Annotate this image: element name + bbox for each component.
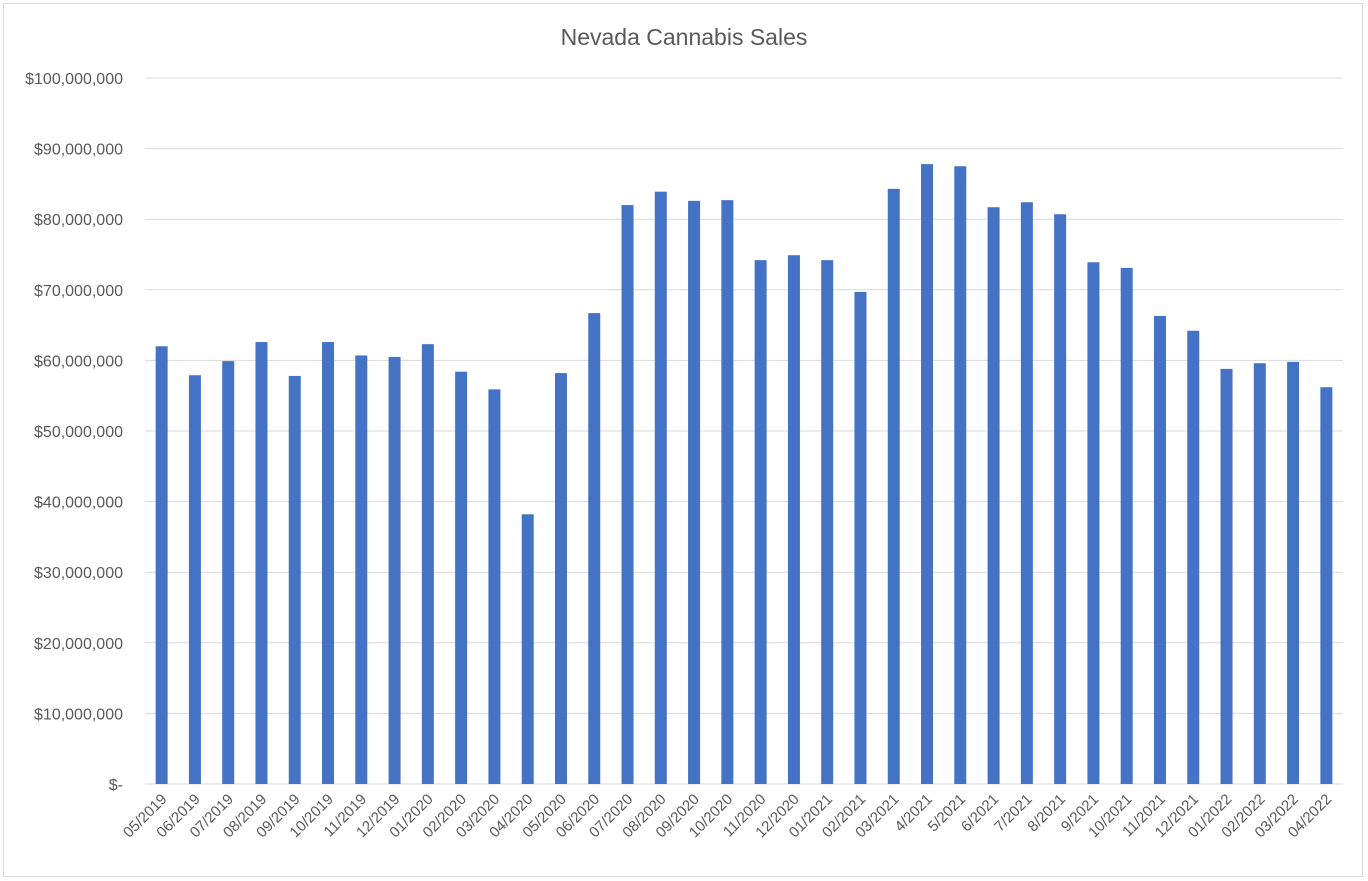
chart-frame xyxy=(3,3,1363,877)
bar xyxy=(455,371,468,784)
y-tick-label: $100,000,000 xyxy=(25,71,123,88)
bar xyxy=(388,356,401,784)
bar xyxy=(821,260,834,784)
bar xyxy=(1220,368,1233,784)
bar xyxy=(654,191,667,784)
bar xyxy=(1253,363,1266,784)
bar xyxy=(188,375,201,784)
y-tick-label: $30,000,000 xyxy=(34,565,123,582)
bar xyxy=(1153,315,1166,784)
bar xyxy=(721,200,734,784)
y-tick-label: $90,000,000 xyxy=(34,142,123,159)
bar xyxy=(754,260,767,784)
bar xyxy=(1087,262,1100,784)
bar xyxy=(787,255,800,784)
bar xyxy=(421,344,434,784)
bar xyxy=(887,188,900,785)
bar xyxy=(921,164,934,784)
bar xyxy=(255,342,268,784)
bar xyxy=(1120,267,1133,784)
bar xyxy=(1054,214,1067,784)
bar xyxy=(155,346,168,784)
bar xyxy=(488,389,501,784)
bar xyxy=(222,361,235,784)
chart-title: Nevada Cannabis Sales xyxy=(561,24,808,50)
y-tick-label: $50,000,000 xyxy=(34,424,123,441)
bar xyxy=(1320,387,1333,784)
bar xyxy=(288,375,301,784)
bar xyxy=(987,207,1000,784)
y-tick-label: $10,000,000 xyxy=(34,706,123,723)
y-tick-label: $60,000,000 xyxy=(34,353,123,370)
bar xyxy=(1020,202,1033,785)
bar xyxy=(688,200,701,784)
bar xyxy=(521,514,534,784)
bar xyxy=(621,205,634,784)
bar xyxy=(588,313,601,784)
bar xyxy=(554,373,567,784)
bar xyxy=(954,166,967,784)
bar xyxy=(322,342,335,784)
bar xyxy=(1187,330,1200,784)
y-tick-label: $20,000,000 xyxy=(34,636,123,653)
bar xyxy=(1287,361,1300,784)
y-tick-label: $80,000,000 xyxy=(34,212,123,229)
bar xyxy=(854,291,867,784)
y-tick-label: $70,000,000 xyxy=(34,283,123,300)
y-tick-label: $- xyxy=(109,777,123,794)
bar xyxy=(355,355,368,784)
y-tick-label: $40,000,000 xyxy=(34,495,123,512)
